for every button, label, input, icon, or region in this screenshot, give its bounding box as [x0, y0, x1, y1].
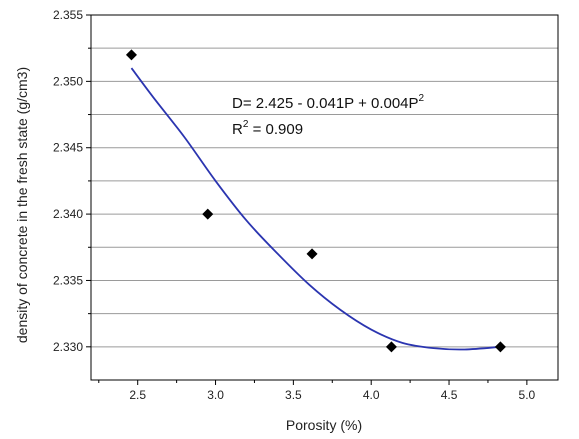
x-tick-label: 3.5	[285, 388, 302, 402]
data-point	[125, 49, 137, 61]
y-tick-label: 2.340	[53, 207, 83, 221]
y-tick-label: 2.345	[53, 141, 83, 155]
x-tick-label: 4.0	[363, 388, 380, 402]
data-point	[494, 341, 506, 353]
y-tick-label: 2.355	[53, 8, 83, 22]
y-tick-labels: 2.330 2.335 2.340 2.345 2.350 2.355	[53, 8, 83, 354]
x-tick-label: 3.0	[207, 388, 224, 402]
r-squared-value: = 0.909	[248, 121, 303, 138]
data-point	[202, 208, 214, 220]
equation-text: D= 2.425 - 0.041P + 0.004P	[232, 95, 419, 112]
y-tick-label: 2.350	[53, 74, 83, 88]
y-axis-label: density of concrete in the fresh state (…	[14, 67, 30, 343]
x-tick-label: 2.5	[129, 388, 146, 402]
equation-annotation: D= 2.425 - 0.041P + 0.004P2	[232, 93, 425, 112]
data-points	[125, 49, 506, 353]
equation-superscript: 2	[419, 93, 425, 104]
x-tick-label: 4.5	[441, 388, 458, 402]
r-squared-superscript: 2	[243, 119, 249, 130]
x-tick-labels: 2.5 3.0 3.5 4.0 4.5 5.0	[129, 388, 535, 402]
r-squared-symbol: R	[232, 121, 243, 138]
x-axis-label: Porosity (%)	[286, 417, 362, 433]
plot-frame	[90, 14, 559, 381]
x-tick-label: 5.0	[519, 388, 536, 402]
y-tick-label: 2.330	[53, 340, 83, 354]
fit-curve	[130, 67, 501, 351]
r-squared-annotation: R2 = 0.909	[232, 119, 303, 138]
data-point	[385, 341, 397, 353]
y-tick-label: 2.335	[53, 273, 83, 287]
data-point	[306, 248, 318, 260]
ticks	[86, 14, 528, 385]
